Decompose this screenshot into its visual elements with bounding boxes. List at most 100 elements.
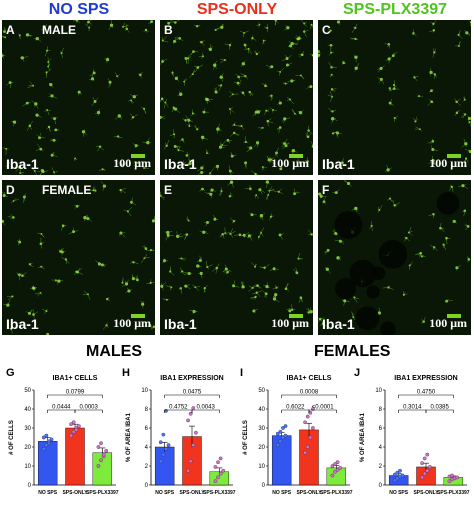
data-point	[191, 443, 196, 447]
micrograph-panel-d: D FEMALE Iba-1 100 μm	[2, 180, 155, 335]
microglia-cell	[269, 267, 279, 272]
microglia-cell	[262, 290, 268, 299]
microglia-cell	[130, 261, 139, 265]
microglia-cell	[146, 279, 155, 285]
microglia-cell	[269, 107, 278, 113]
microglia-cell	[193, 64, 204, 73]
microglia-cell	[467, 256, 471, 263]
microglia-cell	[214, 87, 219, 94]
y-tick-label: 0	[145, 483, 149, 489]
significance-bracket	[425, 409, 454, 413]
p-value-label: 0.6022	[286, 405, 305, 411]
microglia-cell	[264, 109, 270, 115]
microglia-cell	[281, 117, 291, 124]
significance-bracket	[398, 394, 454, 398]
micrograph-panel-a: A MALE Iba-1 100 μm	[2, 20, 155, 175]
data-point	[99, 458, 103, 463]
microglia-cell	[445, 236, 451, 245]
microglia-cell	[259, 264, 270, 269]
microglia-cell	[15, 166, 24, 172]
data-point	[303, 450, 307, 455]
microglia-cell	[199, 187, 206, 192]
microglia-cell	[248, 90, 254, 97]
microglia-cell	[286, 97, 294, 105]
x-tick-label: SPS-ONLY	[62, 490, 88, 496]
microglia-cell	[115, 114, 123, 120]
microglia-cell	[413, 75, 419, 82]
males-header: MALES	[86, 343, 142, 360]
data-point	[71, 429, 76, 434]
microglia-cell	[60, 223, 67, 231]
microglia-cell	[6, 81, 14, 89]
microglia-cell	[283, 82, 289, 85]
microglia-cell	[35, 292, 43, 297]
microglia-cell	[252, 109, 258, 117]
microglia-cell	[217, 84, 223, 91]
microglia-cell	[77, 90, 82, 96]
microglia-cell	[288, 44, 294, 50]
chart-letter-i: I	[240, 367, 244, 379]
microglia-cell	[239, 30, 249, 38]
microglia-cell	[433, 73, 437, 79]
microglia-cell	[427, 99, 435, 106]
microglia-cell	[298, 296, 304, 303]
microglia-cell	[254, 50, 260, 56]
microglia-cell	[427, 139, 435, 145]
data-point	[161, 452, 166, 457]
microglia-cell	[327, 91, 334, 102]
microglia-cell	[281, 142, 290, 150]
microglia-cell	[243, 42, 247, 49]
microglia-cell	[199, 230, 209, 234]
microglia-cell	[254, 194, 260, 199]
microglia-cell	[48, 82, 54, 88]
microglia-texture	[318, 20, 471, 173]
microglia-cell	[252, 290, 262, 298]
microglia-cell	[295, 74, 305, 80]
data-point	[420, 461, 424, 466]
microglia-cell	[105, 297, 111, 302]
x-tick-label: SPS-PLX3397	[86, 490, 119, 496]
microglia-cell	[272, 285, 279, 290]
micrograph-panel-b: B Iba-1 100 μm	[160, 20, 313, 175]
data-point	[41, 435, 46, 440]
microglia-cell	[454, 110, 461, 117]
microglia-cell	[166, 20, 173, 25]
data-point	[450, 473, 454, 478]
microglia-cell	[161, 36, 169, 43]
stain-label: Iba-1	[164, 156, 197, 172]
bar	[37, 441, 58, 486]
y-tick-label: 0	[28, 483, 32, 489]
microglia-cell	[404, 236, 411, 242]
data-point	[49, 437, 54, 442]
panel-letter: E	[164, 183, 173, 197]
data-point	[69, 422, 73, 427]
microglia-cell	[160, 115, 166, 119]
data-point	[455, 475, 460, 480]
data-point	[221, 468, 226, 473]
scale-bar	[131, 154, 145, 158]
microglia-cell	[261, 166, 267, 171]
microglia-cell	[328, 62, 337, 69]
microglia-cell	[257, 126, 264, 130]
microglia-cell	[458, 184, 469, 190]
microglia-cell	[319, 319, 328, 327]
microglia-cell	[230, 152, 237, 158]
data-point	[188, 459, 193, 464]
microglia-cell	[455, 41, 461, 48]
microglia-cell	[452, 219, 458, 224]
y-tick-label: 20	[258, 445, 265, 451]
dark-patch	[334, 211, 363, 239]
microglia-cell	[205, 192, 213, 199]
y-axis-label: # OF CELLS	[9, 420, 15, 455]
data-point	[164, 447, 168, 451]
microglia-cell	[468, 20, 471, 27]
microglia-cell	[83, 214, 87, 222]
data-point	[425, 452, 430, 457]
microglia-cell	[302, 29, 309, 37]
sex-label: MALE	[42, 23, 76, 37]
microglia-cell	[30, 285, 35, 290]
microglia-cell	[196, 255, 202, 262]
microglia-cell	[53, 128, 60, 132]
microglia-cell	[41, 24, 48, 34]
microglia-cell	[34, 37, 42, 42]
